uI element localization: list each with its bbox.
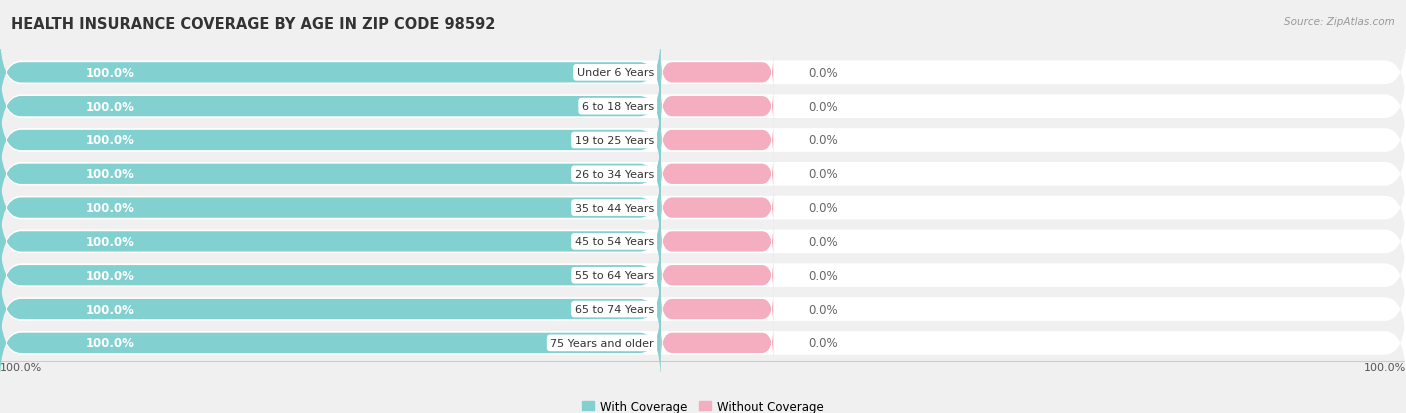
FancyBboxPatch shape: [661, 259, 773, 292]
Text: Under 6 Years: Under 6 Years: [576, 68, 654, 78]
FancyBboxPatch shape: [0, 303, 661, 384]
Text: 6 to 18 Years: 6 to 18 Years: [582, 102, 654, 112]
FancyBboxPatch shape: [661, 90, 773, 124]
Text: 26 to 34 Years: 26 to 34 Years: [575, 169, 654, 179]
FancyBboxPatch shape: [661, 124, 773, 157]
Text: 100.0%: 100.0%: [0, 362, 42, 372]
FancyBboxPatch shape: [0, 304, 1406, 382]
FancyBboxPatch shape: [661, 157, 773, 191]
Text: 0.0%: 0.0%: [808, 100, 838, 114]
FancyBboxPatch shape: [0, 34, 1406, 112]
FancyBboxPatch shape: [0, 202, 661, 282]
Text: 0.0%: 0.0%: [808, 66, 838, 80]
Text: 100.0%: 100.0%: [86, 202, 135, 215]
FancyBboxPatch shape: [661, 225, 773, 259]
Text: 100.0%: 100.0%: [86, 134, 135, 147]
Text: 100.0%: 100.0%: [86, 168, 135, 181]
Text: 75 Years and older: 75 Years and older: [550, 338, 654, 348]
Text: 100.0%: 100.0%: [86, 303, 135, 316]
FancyBboxPatch shape: [0, 66, 661, 147]
Text: 0.0%: 0.0%: [808, 168, 838, 181]
Text: 100.0%: 100.0%: [86, 269, 135, 282]
FancyBboxPatch shape: [661, 56, 773, 90]
Text: 0.0%: 0.0%: [808, 303, 838, 316]
Text: 0.0%: 0.0%: [808, 269, 838, 282]
Text: 100.0%: 100.0%: [1364, 362, 1406, 372]
FancyBboxPatch shape: [661, 326, 773, 360]
Text: 100.0%: 100.0%: [86, 100, 135, 114]
Text: Source: ZipAtlas.com: Source: ZipAtlas.com: [1284, 17, 1395, 26]
FancyBboxPatch shape: [0, 237, 1406, 314]
Text: 100.0%: 100.0%: [86, 235, 135, 248]
FancyBboxPatch shape: [0, 134, 661, 215]
FancyBboxPatch shape: [0, 68, 1406, 146]
FancyBboxPatch shape: [0, 102, 1406, 179]
FancyBboxPatch shape: [0, 135, 1406, 213]
Text: HEALTH INSURANCE COVERAGE BY AGE IN ZIP CODE 98592: HEALTH INSURANCE COVERAGE BY AGE IN ZIP …: [11, 17, 496, 31]
Text: 45 to 54 Years: 45 to 54 Years: [575, 237, 654, 247]
FancyBboxPatch shape: [0, 269, 661, 350]
Text: 19 to 25 Years: 19 to 25 Years: [575, 135, 654, 146]
FancyBboxPatch shape: [0, 168, 661, 249]
FancyBboxPatch shape: [0, 203, 1406, 280]
Text: 0.0%: 0.0%: [808, 134, 838, 147]
FancyBboxPatch shape: [0, 100, 661, 181]
FancyBboxPatch shape: [0, 271, 1406, 348]
Text: 0.0%: 0.0%: [808, 337, 838, 349]
Text: 100.0%: 100.0%: [86, 337, 135, 349]
FancyBboxPatch shape: [0, 169, 1406, 247]
FancyBboxPatch shape: [661, 292, 773, 326]
Text: 35 to 44 Years: 35 to 44 Years: [575, 203, 654, 213]
FancyBboxPatch shape: [0, 33, 661, 114]
FancyBboxPatch shape: [0, 235, 661, 316]
Text: 65 to 74 Years: 65 to 74 Years: [575, 304, 654, 314]
Text: 55 to 64 Years: 55 to 64 Years: [575, 271, 654, 280]
Legend: With Coverage, Without Coverage: With Coverage, Without Coverage: [578, 395, 828, 413]
Text: 0.0%: 0.0%: [808, 202, 838, 215]
Text: 100.0%: 100.0%: [86, 66, 135, 80]
Text: 0.0%: 0.0%: [808, 235, 838, 248]
FancyBboxPatch shape: [661, 191, 773, 225]
